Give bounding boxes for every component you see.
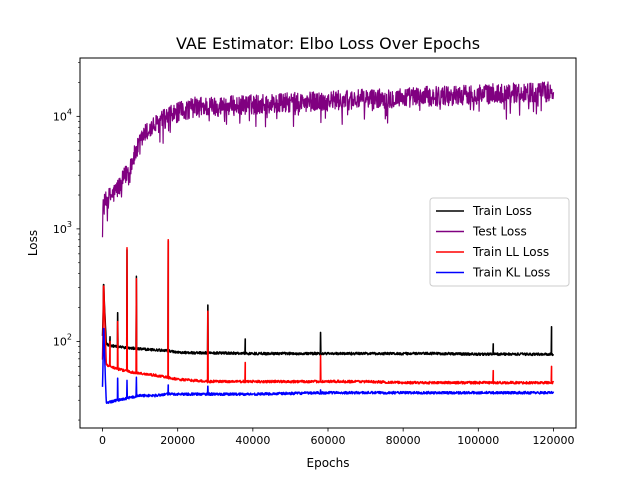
series-line-1 [101, 81, 555, 238]
x-tick-label: 0 [99, 434, 106, 447]
y-axis-label: Loss [26, 230, 40, 256]
legend-label: Train KL Loss [472, 266, 550, 280]
series-line-0 [101, 240, 555, 357]
y-tick-label: 102 [53, 332, 72, 348]
y-axis: 102 103 104 [53, 62, 80, 421]
x-tick-label: 20000 [160, 434, 195, 447]
x-tick-label: 120000 [532, 434, 574, 447]
x-axis: 0 20000 40000 60000 80000 100000 120000 [99, 428, 574, 447]
legend-label: Train LL Loss [472, 245, 549, 259]
y-tick-label: 103 [53, 220, 72, 236]
x-tick-label: 60000 [311, 434, 346, 447]
legend: Train Loss Test Loss Train LL Loss Train KL… [429, 197, 570, 287]
chart-title: VAE Estimator: Elbo Loss Over Epochs [176, 34, 480, 53]
series-line-3 [101, 327, 555, 404]
y-tick-label: 104 [53, 107, 72, 123]
x-tick-label: 80000 [386, 434, 421, 447]
x-tick-label: 40000 [235, 434, 270, 447]
legend-label: Test Loss [472, 225, 527, 239]
x-tick-label: 100000 [457, 434, 499, 447]
series-layer [101, 81, 555, 404]
legend-box [429, 197, 570, 287]
x-axis-label: Epochs [307, 456, 350, 470]
legend-label: Train Loss [472, 204, 532, 218]
series-line-2 [101, 239, 555, 385]
